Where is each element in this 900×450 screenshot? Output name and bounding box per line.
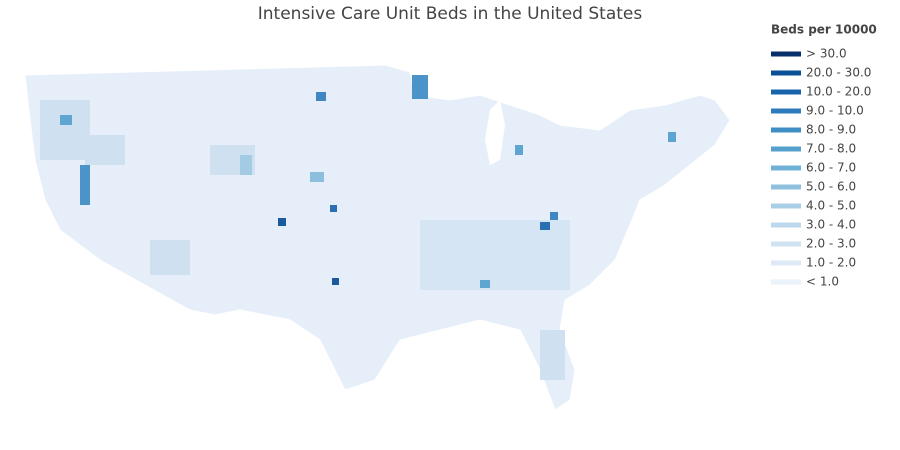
legend-label: 5.0 - 6.0 bbox=[806, 180, 856, 194]
region-patch bbox=[150, 240, 190, 275]
legend-label: 6.0 - 7.0 bbox=[806, 161, 856, 175]
region-patch bbox=[310, 172, 324, 182]
region-patch bbox=[85, 135, 125, 165]
region-patch bbox=[80, 165, 90, 205]
region-patch bbox=[330, 205, 337, 212]
region-patch bbox=[240, 155, 252, 175]
legend-label: 3.0 - 4.0 bbox=[806, 218, 856, 232]
legend: Beds per 10000 > 30.0 20.0 - 30.0 10.0 - 2… bbox=[771, 23, 877, 289]
legend-label: 7.0 - 8.0 bbox=[806, 142, 856, 156]
region-patch bbox=[540, 222, 550, 230]
high-density-patches bbox=[60, 75, 676, 288]
map-title: Intensive Care Unit Beds in the United S… bbox=[258, 4, 643, 24]
region-patch bbox=[332, 278, 339, 285]
region-patch bbox=[515, 145, 523, 155]
us-outline bbox=[24, 64, 731, 411]
region-patch bbox=[278, 218, 286, 226]
legend-label: > 30.0 bbox=[806, 47, 847, 61]
region-patch bbox=[412, 75, 428, 99]
region-patch bbox=[420, 220, 570, 290]
legend-label: 2.0 - 3.0 bbox=[806, 237, 856, 251]
legend-label: 10.0 - 20.0 bbox=[806, 85, 871, 99]
legend-label: 8.0 - 9.0 bbox=[806, 123, 856, 137]
region-patch bbox=[668, 132, 676, 142]
region-patches bbox=[40, 100, 570, 380]
region-patch bbox=[316, 92, 326, 101]
region-patch bbox=[40, 100, 90, 160]
legend-title: Beds per 10000 bbox=[771, 23, 877, 37]
legend-label: 4.0 - 5.0 bbox=[806, 199, 856, 213]
region-patch bbox=[60, 115, 72, 125]
legend-label: 1.0 - 2.0 bbox=[806, 256, 856, 270]
legend-label: < 1.0 bbox=[806, 275, 839, 289]
region-patch bbox=[480, 280, 490, 288]
legend-label: 20.0 - 30.0 bbox=[806, 66, 871, 80]
region-patch bbox=[540, 330, 565, 380]
legend-label: 9.0 - 10.0 bbox=[806, 104, 864, 118]
us-map bbox=[24, 64, 731, 411]
lake-michigan bbox=[485, 100, 505, 165]
region-patch bbox=[550, 212, 558, 220]
